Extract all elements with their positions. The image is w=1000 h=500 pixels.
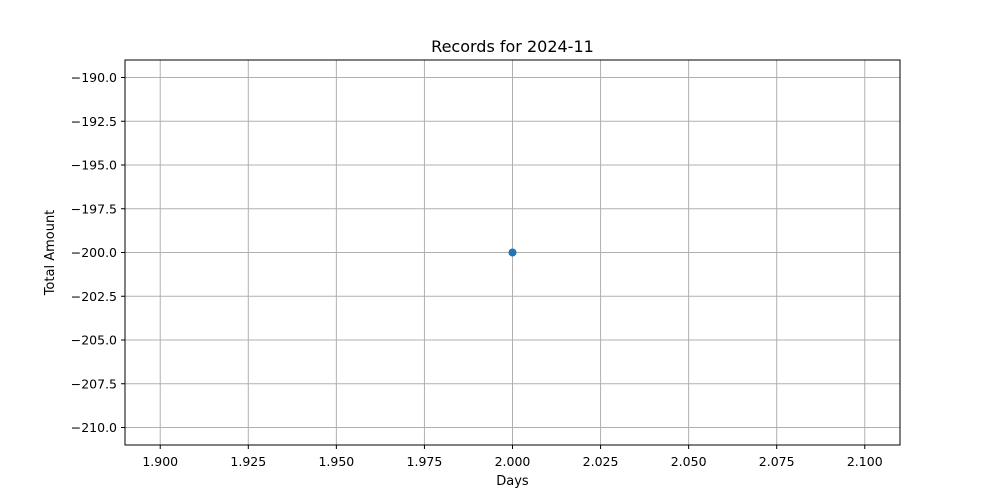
y-tick-label: −192.5 — [71, 114, 117, 129]
x-tick-label: 1.975 — [407, 454, 443, 469]
chart-title: Records for 2024-11 — [431, 37, 594, 56]
x-tick-label: 1.950 — [318, 454, 354, 469]
y-tick-label: −207.5 — [71, 376, 117, 391]
data-point — [508, 248, 517, 257]
y-tick-label: −190.0 — [71, 70, 117, 85]
y-tick-label: −195.0 — [71, 158, 117, 173]
y-tick-label: −210.0 — [71, 420, 117, 435]
x-tick-label: 1.900 — [142, 454, 178, 469]
x-tick-label: 2.050 — [671, 454, 707, 469]
x-axis-label: Days — [496, 474, 529, 489]
ticks-layer: 1.900 1.925 1.950 1.975 2.000 2.025 2.050 2.075… — [71, 70, 883, 469]
y-tick-label: −200.0 — [71, 245, 117, 260]
plot-frame — [124, 59, 901, 446]
x-tick-label: 2.100 — [847, 454, 883, 469]
x-tick-label: 1.925 — [230, 454, 266, 469]
x-tick-label: 2.000 — [495, 454, 531, 469]
y-tick-label: −202.5 — [71, 289, 117, 304]
y-tick-label: −205.0 — [71, 333, 117, 348]
points-layer — [508, 248, 517, 257]
y-axis-label: Total Amount — [43, 210, 58, 297]
x-tick-label: 2.025 — [583, 454, 619, 469]
y-tick-label: −197.5 — [71, 201, 117, 216]
x-tick-label: 2.075 — [759, 454, 795, 469]
